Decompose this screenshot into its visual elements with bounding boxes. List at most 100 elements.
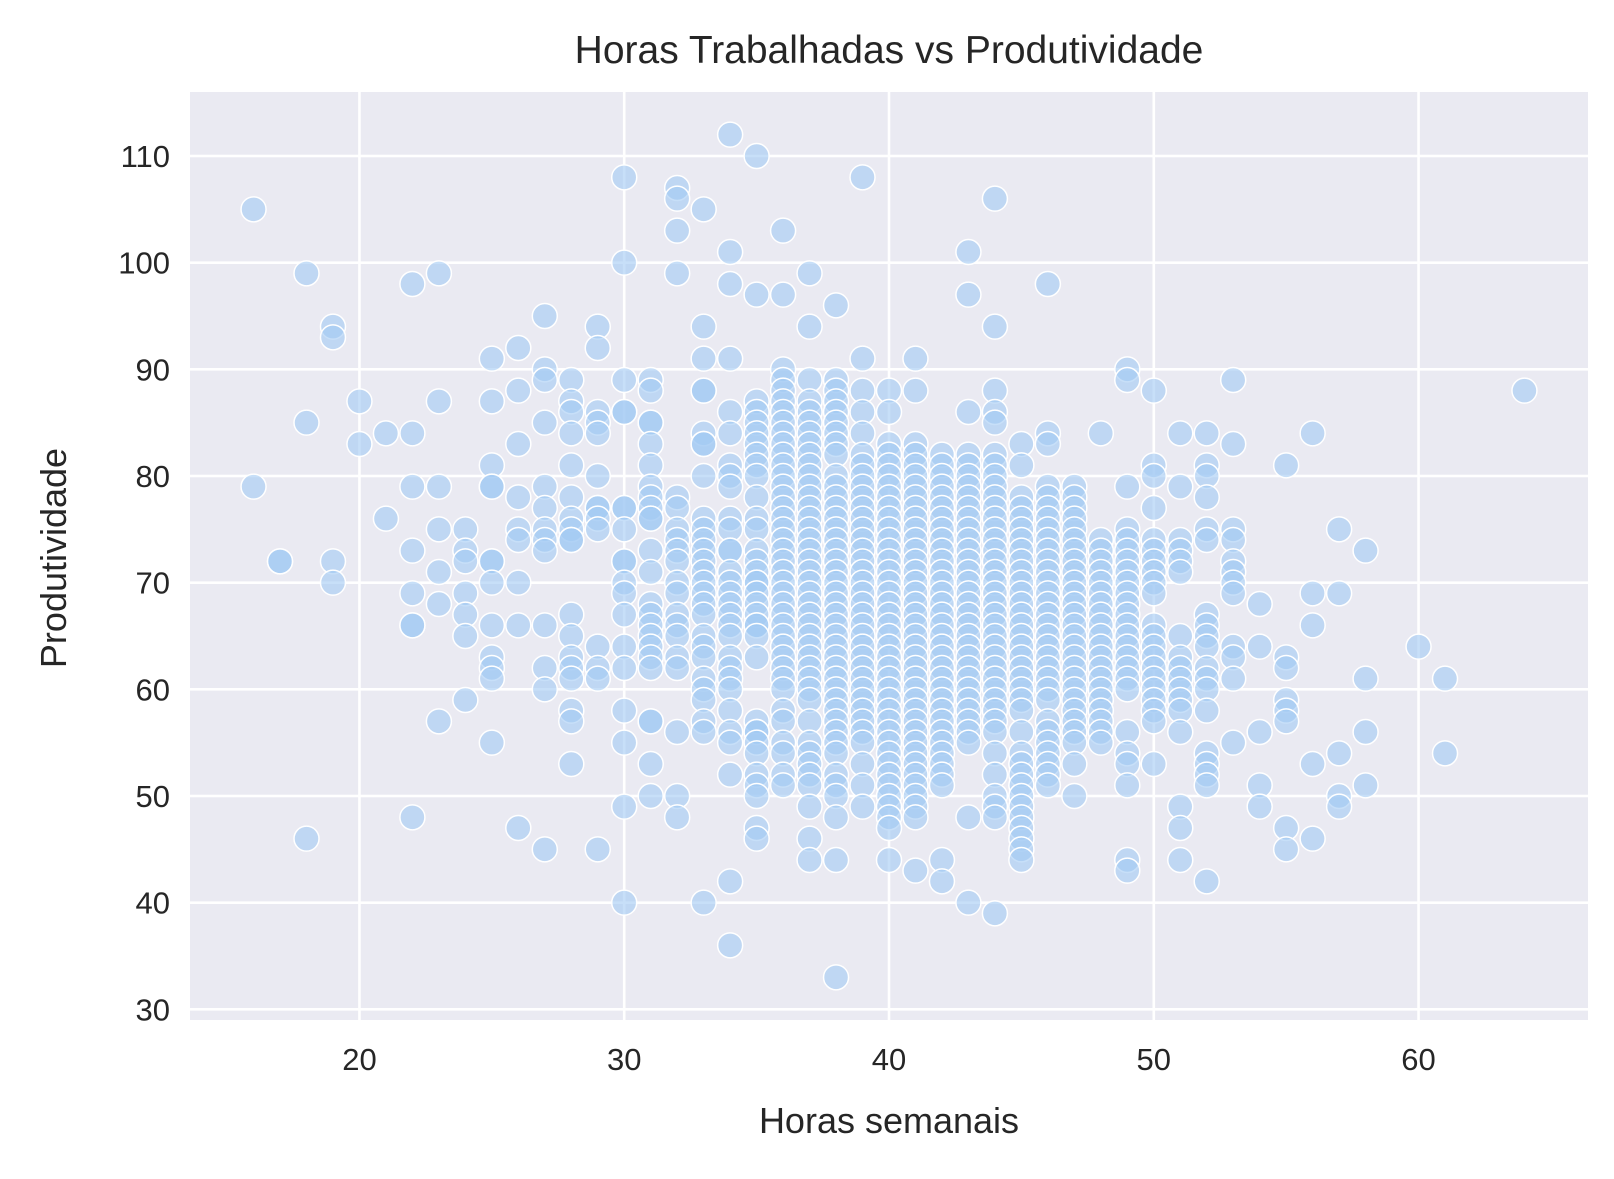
y-tick-label: 80 <box>136 459 170 494</box>
scatter-point <box>981 185 1009 212</box>
scatter-point <box>1061 750 1088 778</box>
scatter-point <box>584 516 611 543</box>
scatter-point <box>1219 729 1247 756</box>
scatter-point <box>1246 793 1273 820</box>
scatter-point <box>637 558 664 586</box>
scatter-point <box>955 398 982 426</box>
scatter-point <box>1246 590 1273 618</box>
scatter-point <box>346 430 373 458</box>
scatter-point <box>1008 846 1035 874</box>
scatter-point <box>1167 846 1194 874</box>
scatter-point <box>1325 740 1353 767</box>
scatter-point <box>955 889 982 916</box>
x-axis-ticks: 20 30 40 50 60 <box>342 1042 1436 1077</box>
y-tick-label: 60 <box>136 672 170 707</box>
scatter-point <box>372 505 400 532</box>
scatter-point <box>1114 676 1141 703</box>
scatter-point <box>690 345 717 372</box>
scatter-point <box>1087 420 1115 447</box>
scatter-point <box>875 846 903 874</box>
scatter-point <box>610 654 638 682</box>
y-tick-label: 50 <box>136 779 170 814</box>
x-axis-label: Horas semanais <box>759 1100 1019 1141</box>
scatter-point <box>743 825 770 852</box>
scatter-point <box>531 366 559 394</box>
scatter-point <box>425 516 453 543</box>
scatter-point <box>266 548 294 575</box>
scatter-point <box>452 622 479 650</box>
scatter-point <box>319 324 347 351</box>
scatter-point <box>1061 782 1088 810</box>
scatter-point <box>399 473 426 500</box>
scatter-point <box>716 270 744 298</box>
scatter-point <box>558 420 585 447</box>
scatter-point <box>1114 772 1141 799</box>
scatter-point <box>531 409 559 436</box>
scatter-point <box>1219 580 1247 607</box>
scatter-point <box>610 793 638 820</box>
scatter-point <box>716 761 744 788</box>
scatter-point <box>875 814 903 842</box>
scatter-point <box>981 409 1009 436</box>
scatter-point <box>1299 580 1326 607</box>
scatter-point <box>399 612 426 639</box>
scatter-point <box>690 889 717 916</box>
scatter-point <box>1087 729 1115 756</box>
scatter-point <box>1114 366 1141 394</box>
scatter-point <box>531 302 559 330</box>
scatter-point <box>690 196 717 223</box>
scatter-point <box>1193 484 1220 511</box>
scatter-point <box>716 420 744 447</box>
scatter-point <box>505 377 532 404</box>
scatter-point <box>690 430 717 458</box>
scatter-point <box>425 473 453 500</box>
y-tick-label: 30 <box>136 992 170 1027</box>
scatter-point <box>637 750 664 778</box>
scatter-point <box>769 281 797 308</box>
scatter-point <box>505 430 532 458</box>
scatter-point <box>716 729 744 756</box>
scatter-point <box>928 772 956 799</box>
scatter-point <box>1352 772 1379 799</box>
scatter-point <box>716 121 744 148</box>
scatter-point <box>558 452 585 479</box>
scatter-point <box>452 686 479 714</box>
scatter-point <box>1431 665 1459 692</box>
scatter-point <box>822 964 850 991</box>
scatter-point <box>240 473 267 500</box>
scatter-point <box>399 580 426 607</box>
scatter-point <box>690 462 717 490</box>
scatter-point <box>637 377 664 404</box>
y-tick-label: 90 <box>136 352 170 387</box>
scatter-point <box>955 238 982 266</box>
scatter-point <box>743 281 770 308</box>
scatter-point <box>293 260 320 287</box>
scatter-point <box>1246 718 1273 746</box>
scatter-point <box>1140 377 1168 404</box>
scatter-point <box>822 292 850 319</box>
x-tick-label: 30 <box>607 1042 641 1077</box>
scatter-point <box>1140 494 1168 522</box>
scatter-point <box>505 569 532 596</box>
scatter-point <box>1246 633 1273 660</box>
scatter-point <box>1167 814 1194 842</box>
scatter-point <box>425 590 453 618</box>
scatter-point <box>610 729 638 756</box>
scatter-point <box>1140 580 1168 607</box>
scatter-point <box>584 665 611 692</box>
scatter-point <box>875 398 903 426</box>
scatter-point <box>293 409 320 436</box>
scatter-point <box>505 526 532 554</box>
scatter-point <box>1325 516 1353 543</box>
scatter-point <box>849 164 876 191</box>
scatter-point <box>610 601 638 628</box>
scatter-point <box>796 846 823 874</box>
scatter-point <box>1193 697 1220 724</box>
scatter-point <box>1325 580 1353 607</box>
scatter-point <box>478 569 506 596</box>
scatter-point <box>1140 750 1168 778</box>
scatter-point <box>610 697 638 724</box>
scatter-point <box>769 217 797 244</box>
scatter-point <box>716 473 744 500</box>
